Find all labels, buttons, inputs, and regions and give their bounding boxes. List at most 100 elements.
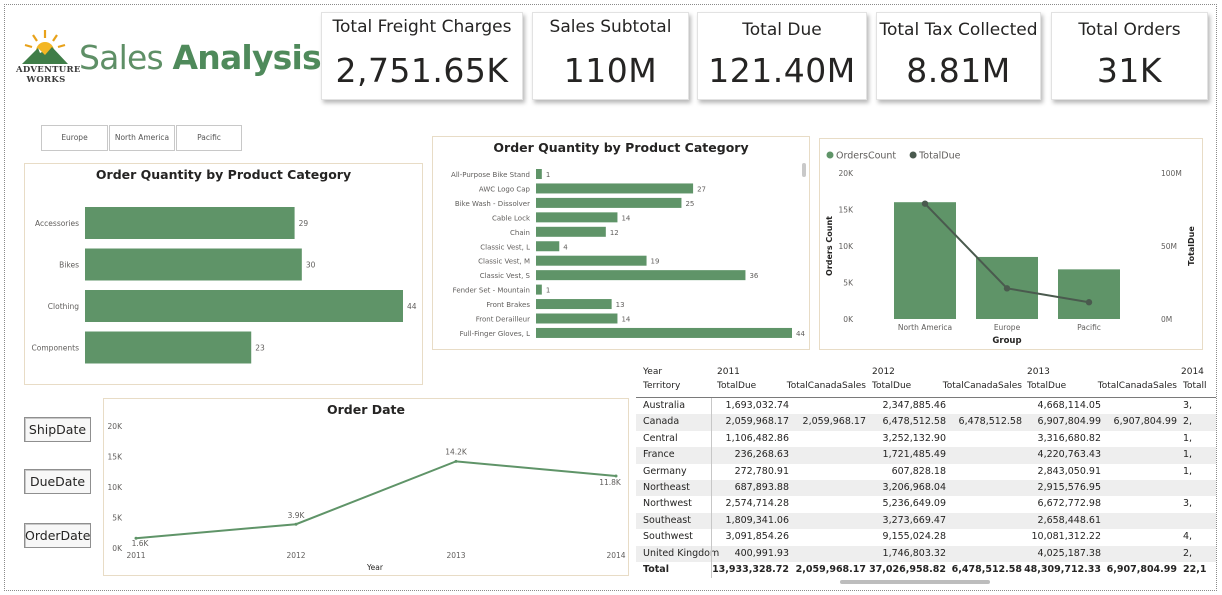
combo-chart-svg: OrdersCount TotalDue 0K 5K 10K 15K 20K 0M 50M 100… bbox=[825, 151, 1196, 347]
bar[interactable] bbox=[536, 226, 606, 237]
matrix-value-cell: 2,059,968.17 bbox=[795, 564, 866, 575]
matrix-value-cell: 3,316,680.82 bbox=[1037, 432, 1101, 444]
matrix-total-row[interactable]: Total 13,933,328.72 2,059,968.17 37,026,958… bbox=[636, 562, 1216, 578]
matrix-total-label: Total bbox=[643, 564, 669, 575]
kpi-card-total-orders[interactable]: Total Orders 31K bbox=[1051, 12, 1208, 100]
matrix-row[interactable]: Southeast 1,809,341.06 3,273,669.47 2,658,4… bbox=[636, 512, 1216, 530]
matrix-row[interactable]: Northwest 2,574,714.28 5,236,649.09 6,672,7… bbox=[636, 496, 1216, 512]
line-point[interactable] bbox=[1085, 299, 1093, 306]
legend-label: TotalDue bbox=[918, 151, 961, 162]
line-point[interactable] bbox=[614, 474, 618, 478]
category-bar-chart[interactable]: Order Quantity by Product Category Acces… bbox=[24, 163, 423, 385]
matrix-territory-cell: Germany bbox=[643, 465, 687, 477]
orders-totaldue-combo-chart[interactable]: OrdersCount TotalDue 0K 5K 10K 15K 20K 0M 50M 100… bbox=[819, 138, 1203, 350]
matrix-column-header[interactable]: Totall bbox=[1183, 381, 1207, 391]
matrix-value-cell: 2,843,050.91 bbox=[1037, 465, 1101, 477]
bar[interactable] bbox=[536, 313, 618, 324]
shipdate-button[interactable]: ShipDate bbox=[24, 417, 91, 442]
matrix-value-cell: 3,091,854.26 bbox=[725, 531, 789, 543]
bar[interactable] bbox=[536, 241, 560, 252]
kpi-card-tax-collected[interactable]: Total Tax Collected 8.81M bbox=[876, 12, 1041, 100]
matrix-year-header[interactable]: 2013 bbox=[1027, 367, 1050, 377]
orderdate-button[interactable]: OrderDate bbox=[24, 523, 91, 548]
bar[interactable] bbox=[536, 270, 746, 281]
kpi-label: Sales Subtotal bbox=[549, 17, 672, 37]
matrix-value-cell: 2,059,968.17 bbox=[802, 416, 866, 428]
matrix-territory-cell: Central bbox=[643, 432, 678, 444]
data-label: 12 bbox=[610, 229, 619, 237]
bar[interactable] bbox=[536, 183, 694, 194]
category-axis-label: AWC Logo Cap bbox=[479, 185, 531, 193]
line-point[interactable] bbox=[921, 200, 929, 207]
logo-text-line2: Works bbox=[26, 75, 66, 85]
matrix-year-header[interactable]: 2014 bbox=[1181, 367, 1204, 377]
product-bar-chart[interactable]: Order Quantity by Product Category All-P… bbox=[432, 136, 810, 350]
category-axis-label: Chain bbox=[510, 229, 530, 237]
chart-title: Order Quantity by Product Category bbox=[95, 167, 352, 182]
bar[interactable] bbox=[536, 284, 542, 295]
slicer-north-america[interactable]: North America bbox=[109, 125, 175, 151]
line-point[interactable] bbox=[1003, 285, 1011, 292]
matrix-year-header[interactable]: 2012 bbox=[872, 367, 895, 377]
matrix-row[interactable]: Australia 1,693,032.74 2,347,885.46 4,668,1… bbox=[636, 398, 1216, 414]
bar[interactable] bbox=[536, 169, 542, 179]
data-label: 44 bbox=[407, 302, 417, 311]
bar[interactable] bbox=[85, 248, 302, 281]
report-title: Sales Analysis bbox=[79, 38, 322, 77]
bar[interactable] bbox=[536, 327, 792, 338]
bar[interactable] bbox=[536, 197, 682, 208]
matrix-row[interactable]: Canada 2,059,968.17 2,059,968.17 6,478,512.… bbox=[636, 414, 1216, 431]
matrix-value-cell: 3,273,669.47 bbox=[882, 514, 946, 526]
matrix-column-header[interactable]: TotalDue bbox=[1027, 381, 1067, 391]
kpi-value: 121.40M bbox=[708, 51, 856, 90]
matrix-value-cell: 400,991.93 bbox=[734, 547, 789, 559]
bar[interactable] bbox=[1058, 269, 1120, 319]
line-chart-svg: 0K 5K 10K 15K 20K 1.6K 2011 3.9K 2012 14.2K 2013 11… bbox=[108, 422, 626, 572]
line-point[interactable] bbox=[294, 522, 298, 526]
sales-matrix[interactable]: Year Territory 2011 2012 2013 2014 TotalDue… bbox=[636, 362, 1216, 584]
matrix-row[interactable]: Northeast 687,893.88 3,206,968.04 2,915,576… bbox=[636, 480, 1216, 497]
category-axis-label: All-Purpose Bike Stand bbox=[451, 171, 530, 179]
category-axis-label: Components bbox=[32, 344, 80, 353]
x-axis-title: Group bbox=[992, 336, 1021, 346]
duedate-button[interactable]: DueDate bbox=[24, 469, 91, 494]
slicer-europe[interactable]: Europe bbox=[41, 125, 108, 151]
sun-mountain-icon bbox=[22, 30, 68, 64]
bar[interactable] bbox=[85, 290, 403, 322]
order-date-line-chart[interactable]: Order Date 0K 5K 10K 15K 20K 1.6K 2011 3.9K 2012… bbox=[103, 398, 629, 576]
kpi-card-total-due[interactable]: Total Due 121.40M bbox=[697, 12, 867, 100]
matrix-column-header[interactable]: TotalCanadaSales bbox=[786, 381, 866, 391]
matrix-value-cell: 6,907,804.99 bbox=[1113, 416, 1177, 428]
slicer-pacific[interactable]: Pacific bbox=[176, 125, 242, 151]
matrix-year-header[interactable]: 2011 bbox=[717, 367, 740, 377]
line-point[interactable] bbox=[454, 459, 458, 463]
matrix-column-header[interactable]: TotalCanadaSales bbox=[1097, 381, 1177, 391]
data-label: 14.2K bbox=[445, 447, 468, 456]
matrix-territory-cell: Southwest bbox=[643, 531, 693, 543]
bar[interactable] bbox=[85, 331, 252, 364]
matrix-row[interactable]: United Kingdom 400,991.93 1,746,803.32 4,02… bbox=[636, 545, 1216, 562]
bar[interactable] bbox=[85, 207, 295, 239]
bar[interactable] bbox=[536, 212, 618, 223]
matrix-horizontal-scrollbar[interactable] bbox=[840, 580, 990, 584]
bar[interactable] bbox=[894, 202, 956, 319]
matrix-row[interactable]: Southwest 3,091,854.26 9,155,024.28 10,081,… bbox=[636, 529, 1216, 545]
bar[interactable] bbox=[536, 255, 647, 266]
kpi-value: 110M bbox=[563, 51, 658, 90]
matrix-row[interactable]: Central 1,106,482.86 3,252,132.90 3,316,680… bbox=[636, 431, 1216, 447]
line-point[interactable] bbox=[134, 536, 138, 540]
category-axis-label: Cable Lock bbox=[492, 214, 531, 222]
matrix-row[interactable]: France 236,268.63 1,721,485.49 4,220,763.43… bbox=[636, 447, 1216, 464]
matrix-column-header[interactable]: TotalDue bbox=[717, 381, 757, 391]
matrix-value-cell: 4,025,187.38 bbox=[1037, 547, 1101, 559]
vertical-scrollbar[interactable] bbox=[802, 163, 806, 177]
matrix-value-cell: 22,1 bbox=[1183, 564, 1207, 575]
matrix-value-cell: 5,236,649.09 bbox=[882, 498, 946, 510]
bar[interactable] bbox=[536, 299, 612, 310]
matrix-column-header[interactable]: TotalCanadaSales bbox=[942, 381, 1022, 391]
kpi-card-sales-subtotal[interactable]: Sales Subtotal 110M bbox=[532, 12, 689, 100]
matrix-value-cell: 6,478,512.58 bbox=[882, 416, 946, 428]
matrix-row[interactable]: Germany 272,780.91 607,828.18 2,843,050.91 1… bbox=[636, 464, 1216, 480]
kpi-card-freight[interactable]: Total Freight Charges 2,751.65K bbox=[321, 12, 523, 100]
matrix-column-header[interactable]: TotalDue bbox=[872, 381, 912, 391]
